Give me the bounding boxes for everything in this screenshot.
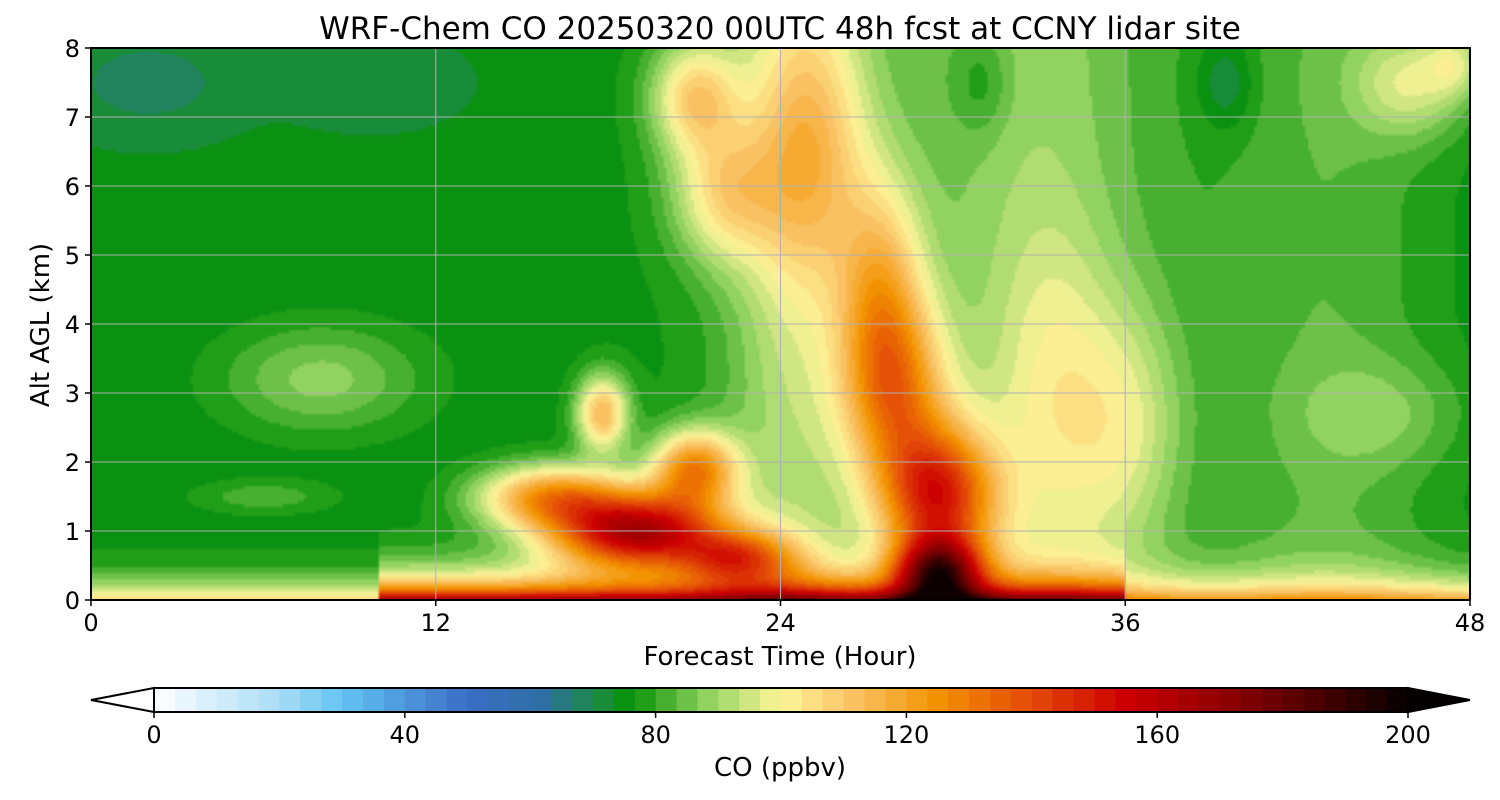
x-tick-label: 24 — [765, 609, 796, 637]
colorbar-segment — [425, 688, 448, 712]
y-tick-label: 8 — [65, 35, 80, 63]
y-tick-label: 0 — [65, 587, 80, 615]
x-axis: 0 12 24 36 48 — [83, 600, 1485, 637]
colorbar-segment — [551, 688, 573, 712]
colorbar-segment — [1010, 688, 1033, 712]
colorbar-segment — [258, 688, 280, 712]
colorbar-segment — [781, 688, 803, 712]
colorbar-segment — [363, 688, 385, 712]
colorbar-segment — [195, 688, 218, 712]
colorbar-tick-label: 160 — [1134, 721, 1180, 749]
colorbar-segment — [1282, 688, 1305, 712]
colorbar-tick-label: 200 — [1385, 721, 1431, 749]
y-tick-label: 6 — [65, 173, 80, 201]
x-tick-label: 36 — [1110, 609, 1141, 637]
colorbar-segment — [154, 688, 176, 712]
y-tick-label: 3 — [65, 380, 80, 408]
colorbar-segment — [760, 688, 782, 712]
colorbar-segment — [216, 688, 239, 712]
colorbar-segment — [509, 688, 531, 712]
colorbar-segment — [383, 688, 406, 712]
colorbar-segment — [718, 688, 740, 712]
colorbar-segment — [697, 688, 719, 712]
colorbar-segment — [969, 688, 991, 712]
colorbar-segment — [843, 688, 866, 712]
colorbar-segment — [1199, 688, 1221, 712]
colorbar-segment — [655, 688, 678, 712]
colorbar-ticks: 0 40 80 120 160 200 — [146, 712, 1431, 749]
colorbar-segment — [237, 688, 260, 712]
colorbar-segment — [1157, 688, 1179, 712]
colorbar-segment — [676, 688, 698, 712]
colorbar-segment — [342, 688, 364, 712]
colorbar-segment — [1115, 688, 1137, 712]
x-axis-label: Forecast Time (Hour) — [643, 642, 916, 672]
colorbar-segment — [739, 688, 761, 712]
colorbar-frame — [153, 687, 1409, 713]
colorbar-tick-label: 0 — [146, 721, 161, 749]
colorbar-segment — [822, 688, 845, 712]
colorbar-segment — [634, 688, 657, 712]
y-tick-label: 5 — [65, 242, 80, 270]
colorbar-extend-low — [90, 686, 155, 714]
colorbar: 0 40 80 120 160 200 CO (ppbv) — [90, 686, 1471, 783]
colorbar-segment — [1387, 688, 1409, 712]
colorbar-segment — [1073, 688, 1096, 712]
colorbar-segment — [906, 688, 928, 712]
colorbar-segment — [321, 688, 343, 712]
colorbar-segment — [300, 688, 322, 712]
colorbar-segment — [1366, 688, 1388, 712]
chart-title: WRF-Chem CO 20250320 00UTC 48h fcst at C… — [319, 11, 1241, 47]
y-tick-label: 7 — [65, 104, 80, 132]
y-axis: 0 1 2 3 4 5 6 7 8 — [65, 35, 91, 615]
colorbar-segment — [1094, 688, 1116, 712]
x-tick-label: 48 — [1455, 609, 1486, 637]
colorbar-segment — [1240, 688, 1263, 712]
y-axis-label: Alt AGL (km) — [26, 243, 56, 407]
colorbar-segment — [1303, 688, 1325, 712]
x-tick-label: 12 — [420, 609, 451, 637]
colorbar-tick-label: 80 — [640, 721, 671, 749]
colorbar-segment — [613, 688, 636, 712]
colorbar-segment — [801, 688, 824, 712]
colorbar-segment — [948, 688, 970, 712]
colorbar-segment — [279, 688, 301, 712]
colorbar-segment — [1031, 688, 1054, 712]
colorbar-segment — [467, 688, 489, 712]
y-tick-label: 4 — [65, 311, 80, 339]
colorbar-segment — [1136, 688, 1158, 712]
colorbar-segment — [446, 688, 469, 712]
colorbar-extend-high — [1407, 686, 1471, 714]
colorbar-segment — [864, 688, 887, 712]
colorbar-segment — [174, 688, 197, 712]
y-tick-label: 2 — [65, 449, 80, 477]
colorbar-segment — [1345, 688, 1367, 712]
colorbar-segments — [154, 688, 1409, 712]
colorbar-segment — [1324, 688, 1346, 712]
colorbar-segment — [530, 688, 552, 712]
colorbar-segment — [404, 688, 427, 712]
colorbar-segment — [572, 688, 594, 712]
colorbar-segment — [927, 688, 949, 712]
colorbar-segment — [488, 688, 510, 712]
colorbar-segment — [990, 688, 1012, 712]
colorbar-label: CO (ppbv) — [714, 753, 846, 783]
colorbar-segment — [1178, 688, 1200, 712]
colorbar-segment — [1261, 688, 1284, 712]
y-tick-label: 1 — [65, 518, 80, 546]
colorbar-segment — [1052, 688, 1075, 712]
colorbar-segment — [592, 688, 615, 712]
colorbar-tick-label: 40 — [390, 721, 421, 749]
colorbar-segment — [885, 688, 907, 712]
colorbar-segment — [1219, 688, 1242, 712]
colorbar-tick-label: 120 — [883, 721, 929, 749]
x-tick-label: 0 — [83, 609, 98, 637]
